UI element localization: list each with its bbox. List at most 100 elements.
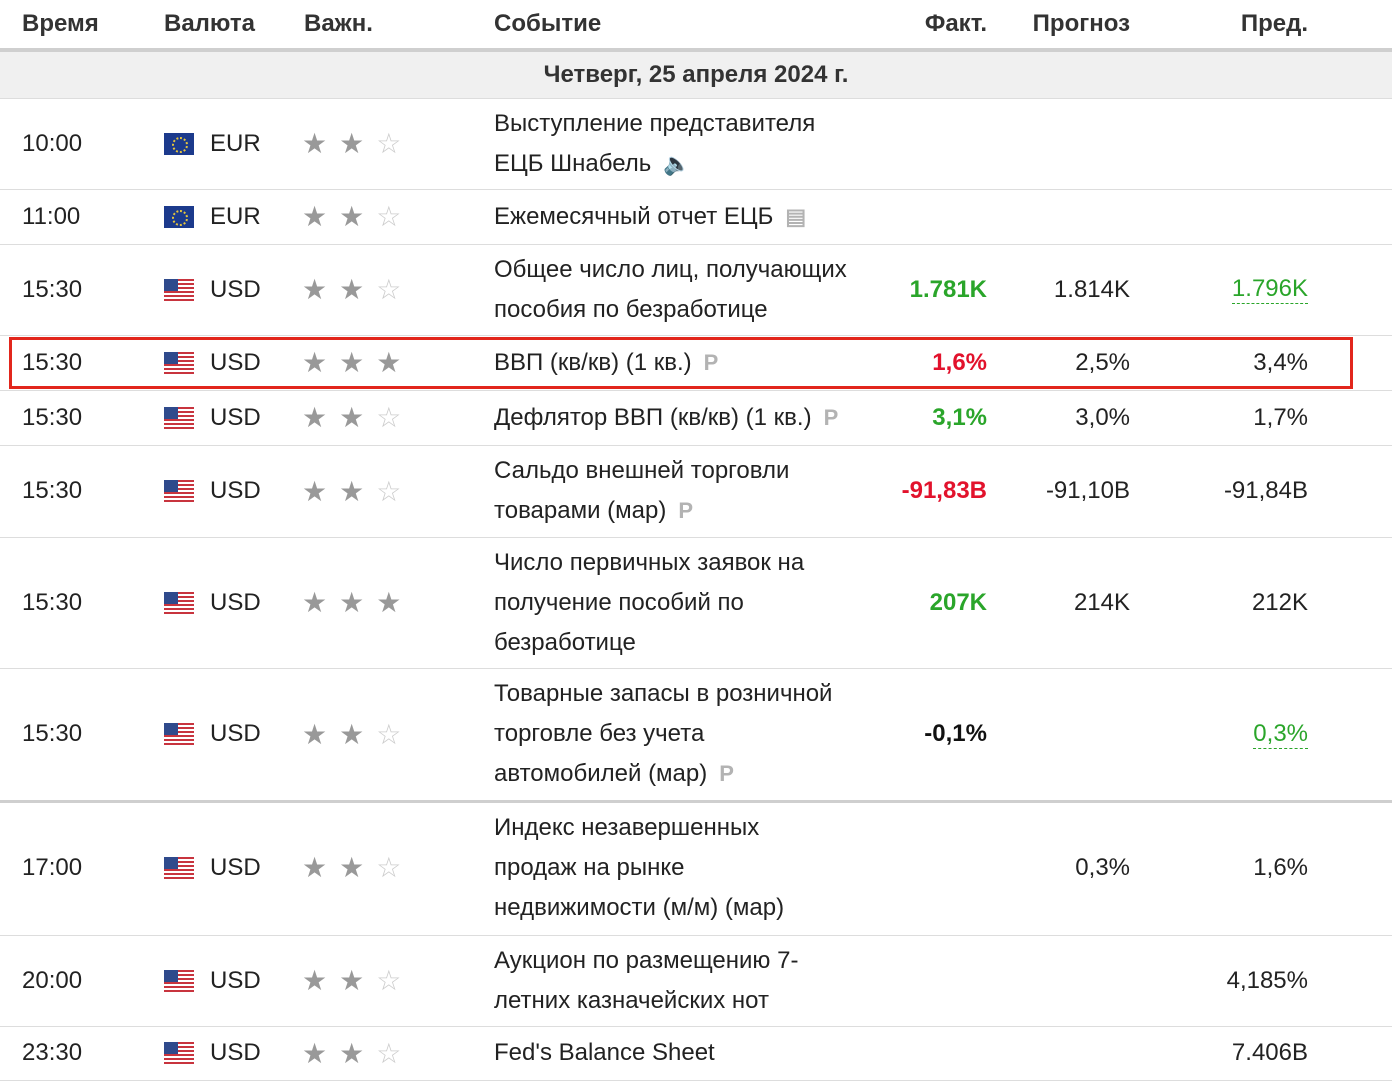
event-time: 17:00: [22, 853, 83, 881]
actual-value: 1.781K: [909, 275, 987, 303]
table-row[interactable]: 10:00 EUR ★ ★ ☆ Выступление представителя ЕЦБ …: [0, 98, 1392, 190]
event-name-line[interactable]: Дефлятор ВВП (кв/кв) (1 кв.) P: [494, 403, 839, 431]
table-row[interactable]: 11:00 EUR ★ ★ ☆ Ежемесячный отчет ЕЦБ ▤: [0, 189, 1392, 245]
forecast-value: 1.814K: [1053, 275, 1130, 303]
event-name-line[interactable]: товарами (мар) P: [494, 497, 694, 524]
eu-flag-icon: [164, 132, 194, 155]
us-flag-icon: [164, 406, 194, 429]
importance-stars: ★ ★ ☆: [302, 445, 413, 537]
importance-stars: ★ ★ ☆: [302, 1026, 413, 1080]
event-name-line[interactable]: Товарные запасы в розничной: [494, 680, 833, 707]
us-flag-icon: [164, 480, 194, 502]
event-name-line[interactable]: Fed's Balance Sheet: [494, 1039, 715, 1066]
event-time: 11:00: [22, 202, 81, 230]
star-icon: ★: [339, 201, 365, 232]
previous-value[interactable]: 1.796K: [1231, 244, 1308, 335]
currency-cell: USD: [164, 335, 261, 390]
event-name-line[interactable]: получение пособий по: [494, 588, 744, 616]
event-name[interactable]: Товарные запасы в розничной торговле без …: [494, 668, 879, 800]
event-name[interactable]: Fed's Balance Sheet: [494, 1026, 879, 1080]
table-row[interactable]: 17:00 USD ★ ★ ☆ Индекс незавершенных продаж на…: [0, 800, 1392, 936]
event-name-line[interactable]: Общее число лиц, получающих: [494, 255, 847, 283]
event-name[interactable]: Выступление представителя ЕЦБ Шнабель 🔈: [494, 98, 879, 189]
event-name-line[interactable]: автомобилей (мар) P: [494, 760, 734, 787]
currency-cell: USD: [164, 935, 261, 1026]
event-name-line[interactable]: Выступление представителя: [494, 109, 816, 137]
event-name-line[interactable]: Сальдо внешней торговли: [494, 457, 790, 484]
event-name-line[interactable]: летних казначейских нот: [494, 986, 769, 1014]
table-row[interactable]: 15:30 USD ★ ★ ★ ВВП (кв/кв) (1 кв.) P 1,6% 2,5% 3…: [0, 335, 1392, 391]
table-row[interactable]: 15:30 USD ★ ★ ☆ Сальдо внешней торговли товара…: [0, 445, 1392, 538]
speaker-icon[interactable]: 🔈: [663, 150, 691, 176]
column-header-actual[interactable]: Факт.: [924, 10, 987, 37]
importance-stars: ★ ★ ☆: [302, 244, 413, 335]
star-icon: ★: [302, 965, 328, 996]
event-name[interactable]: Сальдо внешней торговли товарами (мар) P: [494, 445, 879, 537]
importance-stars: ★ ★ ☆: [302, 98, 413, 189]
event-name[interactable]: Число первичных заявок на получение пособ…: [494, 537, 879, 668]
table-row[interactable]: 23:30 USD ★ ★ ☆ Fed's Balance Sheet 7.406B: [0, 1026, 1392, 1081]
previous-value-text: 1,6%: [1253, 853, 1308, 881]
table-row[interactable]: 15:30 USD ★ ★ ☆ Дефлятор ВВП (кв/кв) (1 кв.) P…: [0, 390, 1392, 446]
event-name-line[interactable]: ЕЦБ Шнабель 🔈: [494, 149, 691, 177]
event-name[interactable]: ВВП (кв/кв) (1 кв.) P: [494, 335, 879, 390]
previous-value[interactable]: 0,3%: [1253, 668, 1308, 800]
actual-value: 207K: [929, 588, 987, 616]
event-name-line[interactable]: Ежемесячный отчет ЕЦБ ▤: [494, 202, 807, 230]
star-icon: ☆: [376, 965, 402, 996]
star-icon: ★: [376, 347, 402, 378]
currency-code: USD: [210, 966, 261, 994]
table-row[interactable]: 15:30 USD ★ ★ ☆ Общее число лиц, получающих по…: [0, 244, 1392, 336]
column-header-previous[interactable]: Пред.: [1240, 10, 1308, 37]
event-name-line[interactable]: продаж на рынке: [494, 853, 685, 881]
importance-stars: ★ ★ ☆: [302, 668, 413, 800]
currency-cell: EUR: [164, 189, 261, 244]
event-name-line[interactable]: пособия по безработице: [494, 295, 768, 323]
column-header-time[interactable]: Время: [22, 10, 99, 37]
column-header-event[interactable]: Событие: [494, 10, 602, 37]
preliminary-icon[interactable]: P: [823, 404, 839, 430]
event-name-line[interactable]: Индекс незавершенных: [494, 813, 760, 841]
preliminary-icon[interactable]: P: [719, 761, 734, 786]
previous-value-text[interactable]: 0,3%: [1253, 719, 1308, 749]
column-header-currency[interactable]: Валюта: [164, 10, 255, 37]
column-header-forecast[interactable]: Прогноз: [1032, 10, 1130, 37]
event-name[interactable]: Дефлятор ВВП (кв/кв) (1 кв.) P: [494, 390, 879, 445]
event-name[interactable]: Ежемесячный отчет ЕЦБ ▤: [494, 189, 879, 244]
star-icon: ★: [376, 587, 402, 618]
event-name-line[interactable]: ВВП (кв/кв) (1 кв.) P: [494, 348, 719, 376]
column-header-importance[interactable]: Важн.: [304, 10, 373, 37]
currency-cell: USD: [164, 668, 261, 800]
event-name-line[interactable]: Аукцион по размещению 7-: [494, 946, 799, 974]
table-header: Время Валюта Важн. Событие Факт. Прогноз…: [0, 0, 1392, 52]
event-name[interactable]: Индекс незавершенных продаж на рынке недви…: [494, 800, 879, 935]
preliminary-icon[interactable]: P: [678, 498, 694, 523]
report-icon[interactable]: ▤: [785, 203, 807, 229]
currency-code: USD: [210, 1039, 261, 1066]
event-name[interactable]: Аукцион по размещению 7- летних казначейс…: [494, 935, 879, 1026]
star-icon: ★: [339, 965, 365, 996]
currency-code: USD: [210, 477, 261, 504]
previous-value-text[interactable]: 1.796K: [1231, 275, 1308, 304]
preliminary-icon[interactable]: P: [703, 349, 719, 375]
star-icon: ★: [339, 475, 365, 507]
currency-code: USD: [210, 275, 261, 303]
forecast-value: 0,3%: [1075, 853, 1130, 881]
importance-stars: ★ ★ ☆: [302, 390, 413, 445]
table-row[interactable]: 15:30 USD ★ ★ ☆ Товарные запасы в розничной то…: [0, 668, 1392, 803]
star-icon: ☆: [376, 1037, 402, 1069]
star-icon: ★: [339, 852, 365, 883]
event-time: 15:30: [22, 403, 83, 431]
table-row[interactable]: 20:00 USD ★ ★ ☆ Аукцион по размещению 7- летни…: [0, 935, 1392, 1027]
event-name-line[interactable]: торговле без учета: [494, 720, 705, 747]
table-row[interactable]: 15:30 USD ★ ★ ★ Число первичных заявок на полу…: [0, 537, 1392, 669]
us-flag-icon: [164, 1042, 194, 1064]
event-name[interactable]: Общее число лиц, получающих пособия по бе…: [494, 244, 879, 335]
event-name-line[interactable]: безработице: [494, 628, 636, 656]
currency-code: USD: [210, 720, 261, 747]
star-icon: ★: [302, 201, 328, 232]
event-name-line[interactable]: Число первичных заявок на: [494, 548, 805, 576]
event-name-line[interactable]: недвижимости (м/м) (мар): [494, 893, 785, 921]
us-flag-icon: [164, 591, 194, 614]
currency-cell: USD: [164, 537, 261, 668]
